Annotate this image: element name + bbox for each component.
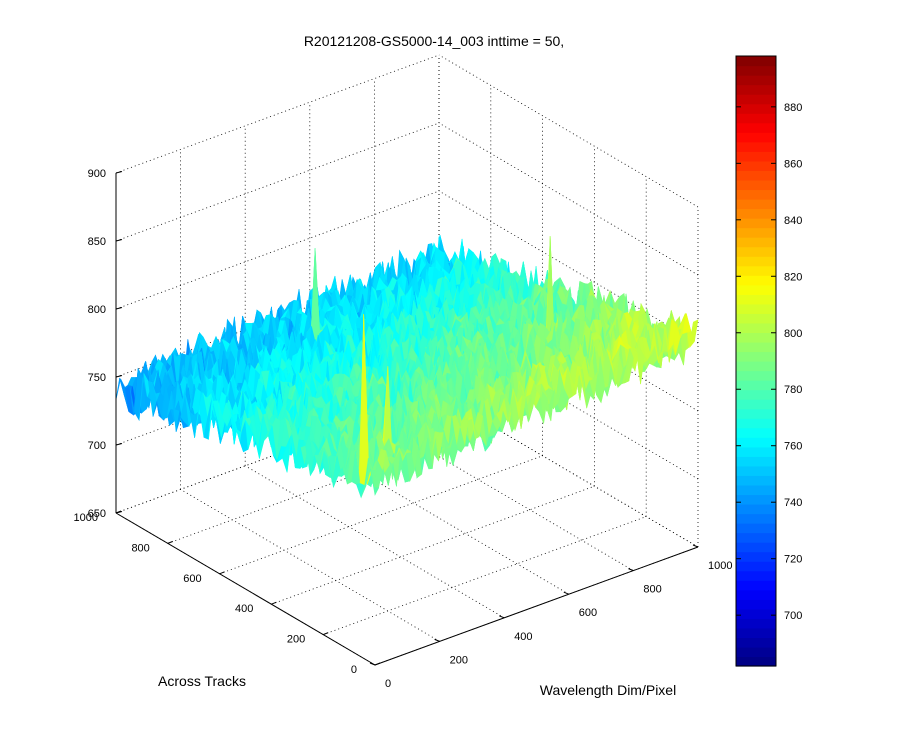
floor-grid-line bbox=[180, 489, 440, 642]
backwall-grid-line bbox=[115, 122, 440, 242]
floor-grid-line bbox=[271, 485, 595, 605]
sidewall-grid-line bbox=[438, 122, 699, 276]
sidewall-grid-line bbox=[438, 54, 699, 208]
floor-grid-line bbox=[323, 516, 647, 635]
backwall-grid-line bbox=[115, 54, 440, 174]
surface-plot bbox=[115, 235, 699, 499]
